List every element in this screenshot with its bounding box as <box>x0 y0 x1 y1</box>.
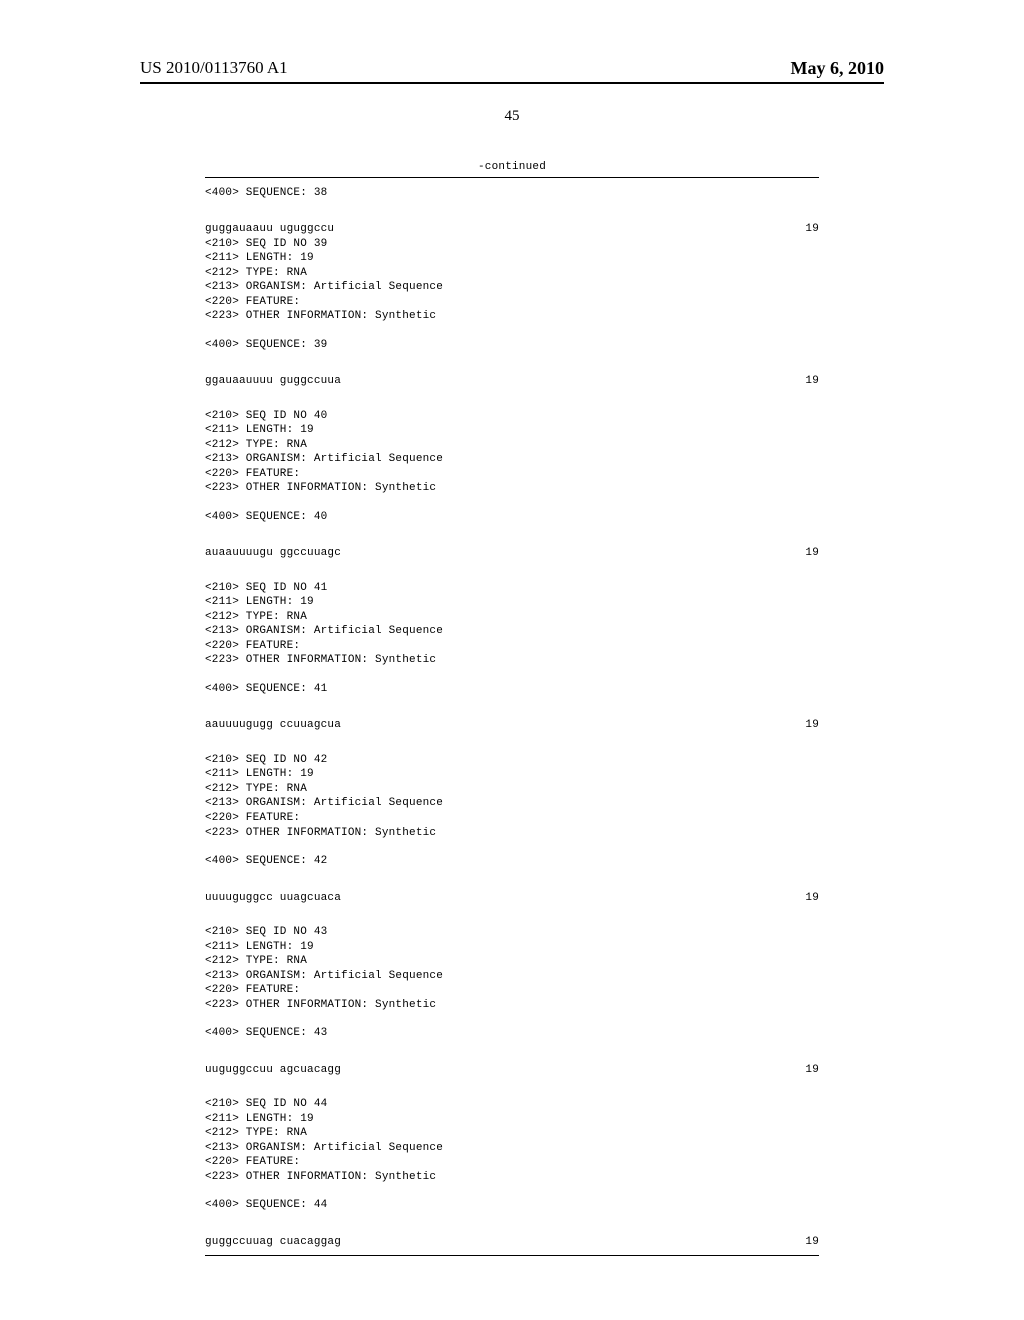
sequence-row: guggauaauu uguggccu 19 <box>205 222 819 237</box>
sequence-meta-line: <211> LENGTH: 19 <box>205 423 819 438</box>
sequence-meta-line: <223> OTHER INFORMATION: Synthetic <box>205 998 819 1013</box>
sequence-meta-line: <211> LENGTH: 19 <box>205 940 819 955</box>
sequence-tag: <400> SEQUENCE: 40 <box>205 510 819 525</box>
sequence-meta-line: <213> ORGANISM: Artificial Sequence <box>205 796 819 811</box>
sequence-listing: -continued <400> SEQUENCE: 38 guggauaauu… <box>205 160 819 1256</box>
sequence-meta-line: <211> LENGTH: 19 <box>205 251 819 266</box>
sequence-meta-line: <220> FEATURE: <box>205 983 819 998</box>
sequence-meta-line: <212> TYPE: RNA <box>205 610 819 625</box>
sequence-meta-line: <210> SEQ ID NO 41 <box>205 581 819 596</box>
sequence-nt: guggauaauu uguggccu <box>205 222 334 237</box>
continued-label: -continued <box>205 160 819 175</box>
sequence-length: 19 <box>805 718 819 733</box>
sequence-row: uuguggccuu agcuacagg 19 <box>205 1063 819 1078</box>
sequence-block: <210> SEQ ID NO 43<211> LENGTH: 19<212> … <box>205 925 819 1077</box>
sequence-meta-line: <220> FEATURE: <box>205 811 819 826</box>
sequence-meta-line: <223> OTHER INFORMATION: Synthetic <box>205 481 819 496</box>
sequence-meta-line: <211> LENGTH: 19 <box>205 595 819 610</box>
sequence-meta-line: <211> LENGTH: 19 <box>205 1112 819 1127</box>
leading-sequence-block: <400> SEQUENCE: 38 guggauaauu uguggccu 1… <box>205 186 819 237</box>
sequence-length: 19 <box>805 222 819 237</box>
sequence-nt: auaauuuugu ggccuuagc <box>205 546 341 561</box>
sequence-meta-line: <213> ORGANISM: Artificial Sequence <box>205 452 819 467</box>
sequence-meta-line: <212> TYPE: RNA <box>205 266 819 281</box>
sequence-meta-line: <213> ORGANISM: Artificial Sequence <box>205 624 819 639</box>
sequence-meta-line: <212> TYPE: RNA <box>205 1126 819 1141</box>
sequence-meta-line: <210> SEQ ID NO 42 <box>205 753 819 768</box>
sequence-tag: <400> SEQUENCE: 43 <box>205 1026 819 1041</box>
sequence-block: <210> SEQ ID NO 44<211> LENGTH: 19<212> … <box>205 1097 819 1249</box>
sequence-meta-line: <220> FEATURE: <box>205 1155 819 1170</box>
sequence-meta-line: <220> FEATURE: <box>205 467 819 482</box>
sequence-length: 19 <box>805 1063 819 1078</box>
sequence-meta-line: <223> OTHER INFORMATION: Synthetic <box>205 826 819 841</box>
sequence-row: ggauaauuuu guggccuua 19 <box>205 374 819 389</box>
sequence-row: uuuuguggcc uuagcuaca 19 <box>205 891 819 906</box>
publication-date: May 6, 2010 <box>791 58 885 79</box>
listing-bottom-rule <box>205 1255 819 1256</box>
sequence-nt: ggauaauuuu guggccuua <box>205 374 341 389</box>
listing-top-rule <box>205 177 819 178</box>
sequence-meta-line: <212> TYPE: RNA <box>205 438 819 453</box>
sequence-length: 19 <box>805 546 819 561</box>
sequence-length: 19 <box>805 891 819 906</box>
sequence-nt: aauuuugugg ccuuagcua <box>205 718 341 733</box>
sequence-meta-line: <211> LENGTH: 19 <box>205 767 819 782</box>
sequence-tag: <400> SEQUENCE: 44 <box>205 1198 819 1213</box>
sequence-meta-line: <212> TYPE: RNA <box>205 954 819 969</box>
sequence-length: 19 <box>805 374 819 389</box>
sequence-meta-line: <220> FEATURE: <box>205 295 819 310</box>
header-rule <box>140 82 884 84</box>
sequence-meta-line: <212> TYPE: RNA <box>205 782 819 797</box>
sequence-nt: uuguggccuu agcuacagg <box>205 1063 341 1078</box>
publication-number: US 2010/0113760 A1 <box>140 58 288 78</box>
sequence-row: aauuuugugg ccuuagcua 19 <box>205 718 819 733</box>
sequence-meta-line: <223> OTHER INFORMATION: Synthetic <box>205 309 819 324</box>
sequence-length: 19 <box>805 1235 819 1250</box>
sequence-nt: guggccuuag cuacaggag <box>205 1235 341 1250</box>
sequence-meta-line: <210> SEQ ID NO 44 <box>205 1097 819 1112</box>
sequence-meta-line: <213> ORGANISM: Artificial Sequence <box>205 280 819 295</box>
sequence-block: <210> SEQ ID NO 41<211> LENGTH: 19<212> … <box>205 581 819 733</box>
sequence-block: <210> SEQ ID NO 40<211> LENGTH: 19<212> … <box>205 409 819 561</box>
sequence-meta-line: <210> SEQ ID NO 40 <box>205 409 819 424</box>
sequence-meta-line: <223> OTHER INFORMATION: Synthetic <box>205 653 819 668</box>
sequence-block: <210> SEQ ID NO 39<211> LENGTH: 19<212> … <box>205 237 819 389</box>
sequence-meta-line: <223> OTHER INFORMATION: Synthetic <box>205 1170 819 1185</box>
sequence-tag: <400> SEQUENCE: 42 <box>205 854 819 869</box>
sequence-tag: <400> SEQUENCE: 41 <box>205 682 819 697</box>
sequence-meta-line: <213> ORGANISM: Artificial Sequence <box>205 969 819 984</box>
sequence-row: auaauuuugu ggccuuagc 19 <box>205 546 819 561</box>
page-number: 45 <box>0 108 1024 125</box>
sequence-meta-line: <220> FEATURE: <box>205 639 819 654</box>
sequence-block: <210> SEQ ID NO 42<211> LENGTH: 19<212> … <box>205 753 819 905</box>
sequence-meta-line: <213> ORGANISM: Artificial Sequence <box>205 1141 819 1156</box>
sequence-tag: <400> SEQUENCE: 39 <box>205 338 819 353</box>
sequence-tag: <400> SEQUENCE: 38 <box>205 186 819 201</box>
sequence-meta-line: <210> SEQ ID NO 39 <box>205 237 819 252</box>
sequence-nt: uuuuguggcc uuagcuaca <box>205 891 341 906</box>
sequence-row: guggccuuag cuacaggag 19 <box>205 1235 819 1250</box>
sequence-meta-line: <210> SEQ ID NO 43 <box>205 925 819 940</box>
